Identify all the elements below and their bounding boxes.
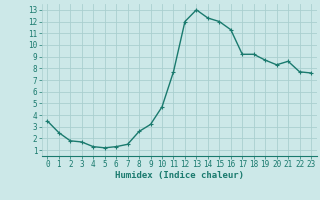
X-axis label: Humidex (Indice chaleur): Humidex (Indice chaleur) <box>115 171 244 180</box>
